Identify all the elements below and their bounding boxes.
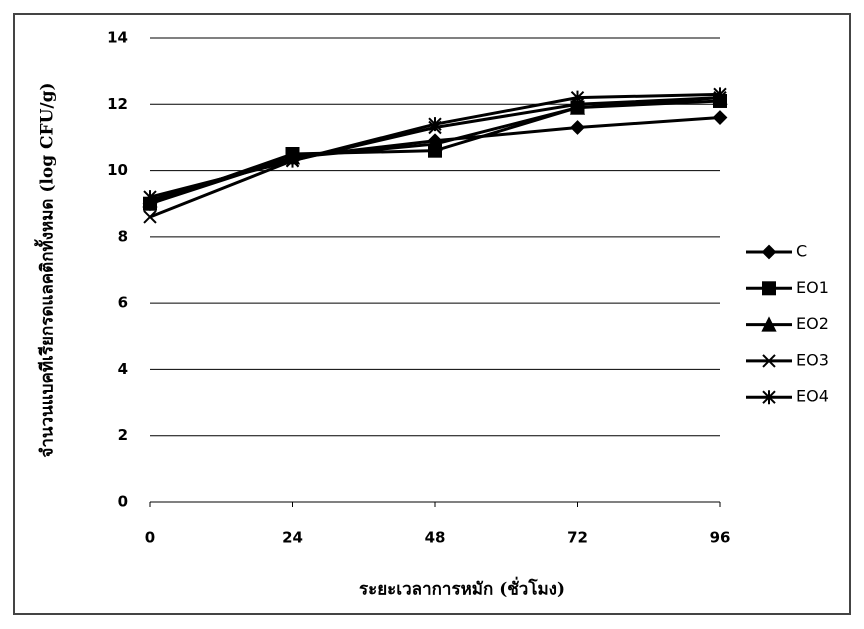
x-tick-label: 96 [710, 529, 731, 547]
y-tick-label: 4 [118, 360, 128, 378]
marker [285, 153, 300, 168]
y-tick-label: 10 [107, 161, 128, 179]
y-tick-label: 2 [118, 426, 128, 444]
x-axis-title: ระยะเวลาการหมัก (ชั่วโมง) [359, 577, 565, 600]
marker [762, 390, 776, 405]
marker [570, 120, 585, 135]
legend-label: EO1 [796, 278, 829, 297]
y-tick-label: 14 [107, 29, 128, 47]
chart-frame [13, 13, 851, 615]
marker [427, 135, 443, 152]
y-tick-label: 12 [107, 95, 128, 113]
marker [761, 316, 777, 332]
x-tick-label: 0 [145, 529, 155, 547]
x-tick-label: 24 [282, 529, 303, 547]
marker [762, 281, 776, 296]
y-tick-label: 8 [118, 227, 128, 245]
legend-label: C [796, 242, 807, 261]
marker [143, 190, 157, 205]
marker [761, 244, 777, 260]
marker [570, 90, 585, 105]
y-tick-label: 0 [118, 493, 128, 511]
marker [428, 117, 442, 132]
y-axis-title: จำนวนแบคทีเรียกรดแลคติกทั้งหมด (log CFU/… [34, 82, 58, 457]
marker [713, 87, 727, 102]
x-tick-label: 48 [425, 529, 446, 547]
legend-label: EO3 [796, 350, 829, 369]
marker [762, 354, 776, 368]
y-tick-label: 6 [118, 294, 128, 312]
legend-label: EO2 [796, 314, 829, 333]
marker [712, 110, 728, 125]
marker [143, 210, 157, 224]
legend-label: EO4 [796, 387, 829, 406]
x-tick-label: 72 [567, 529, 588, 547]
